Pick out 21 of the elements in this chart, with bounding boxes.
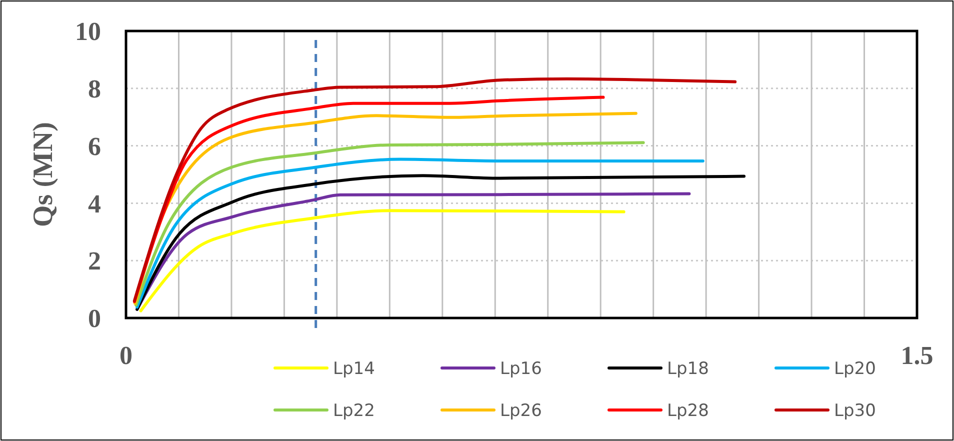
legend-label: Lp14 [333,358,375,379]
legend-label: Lp22 [333,400,375,421]
y-tick-label: 4 [88,189,101,218]
x-tick-label: 1.5 [900,341,934,370]
y-tick-label: 10 [75,17,101,46]
y-tick-label: 8 [88,74,101,104]
legend-label: Lp20 [834,358,876,379]
y-tick-label: 0 [88,304,101,334]
legend-label: Lp26 [500,400,542,421]
line-series [134,141,645,307]
y-axis-title: Qs (MN) [28,122,59,227]
legend-label: Lp28 [667,400,709,421]
legend-label: Lp18 [667,358,709,379]
legend-label: Lp16 [500,358,542,379]
line-series [136,158,704,309]
legend-label: Lp30 [834,400,876,421]
line-series [132,77,737,302]
y-tick-label: 6 [88,132,101,161]
line-series [136,174,746,311]
line-series [139,209,626,312]
y-tick-label: 2 [88,246,101,276]
